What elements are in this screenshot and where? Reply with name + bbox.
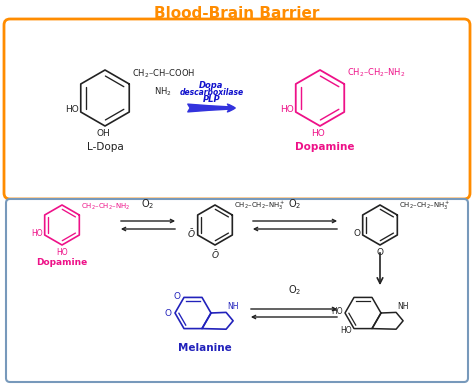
Text: HO: HO: [31, 229, 43, 239]
Text: HO: HO: [311, 129, 325, 138]
Text: NH: NH: [227, 302, 238, 312]
Text: Blood-Brain Barrier: Blood-Brain Barrier: [155, 6, 319, 21]
Text: descarboxilase: descarboxilase: [180, 88, 244, 97]
Text: CH$_2$–CH$_2$–NH$_2$: CH$_2$–CH$_2$–NH$_2$: [82, 202, 130, 212]
Text: O: O: [165, 310, 172, 319]
Text: CH$_2$–CH–COOH: CH$_2$–CH–COOH: [132, 68, 195, 80]
Text: O: O: [174, 292, 181, 301]
FancyBboxPatch shape: [4, 19, 470, 199]
Text: O: O: [354, 229, 361, 239]
Text: NH$_2$: NH$_2$: [154, 86, 172, 99]
Text: O: O: [376, 248, 383, 257]
Text: CH$_2$–CH$_2$–NH$_2$: CH$_2$–CH$_2$–NH$_2$: [347, 66, 406, 79]
Text: L-Dopa: L-Dopa: [87, 142, 123, 152]
Text: CH$_2$–CH$_2$–NH$_3^+$: CH$_2$–CH$_2$–NH$_3^+$: [234, 200, 285, 212]
Text: $\bar{O}$: $\bar{O}$: [210, 248, 219, 261]
Text: HO: HO: [65, 106, 79, 114]
Text: PLP: PLP: [203, 95, 220, 104]
Text: CH$_2$–CH$_2$–NH$_3^+$: CH$_2$–CH$_2$–NH$_3^+$: [399, 200, 450, 212]
Text: HO: HO: [280, 106, 294, 114]
Text: O$_2$: O$_2$: [288, 197, 301, 211]
Text: NH: NH: [397, 302, 409, 312]
Text: Dopa: Dopa: [199, 81, 224, 90]
Text: HO: HO: [331, 307, 343, 315]
Text: $\bar{O}$: $\bar{O}$: [187, 227, 196, 241]
Text: OH: OH: [96, 129, 110, 138]
Text: HO: HO: [340, 326, 352, 335]
Text: Dopamine: Dopamine: [36, 258, 88, 267]
Text: HO: HO: [56, 248, 68, 257]
Text: O$_2$: O$_2$: [288, 283, 301, 297]
Text: Dopamine: Dopamine: [295, 142, 355, 152]
FancyBboxPatch shape: [6, 199, 468, 382]
Text: O$_2$: O$_2$: [141, 197, 155, 211]
Text: Melanine: Melanine: [178, 343, 232, 353]
